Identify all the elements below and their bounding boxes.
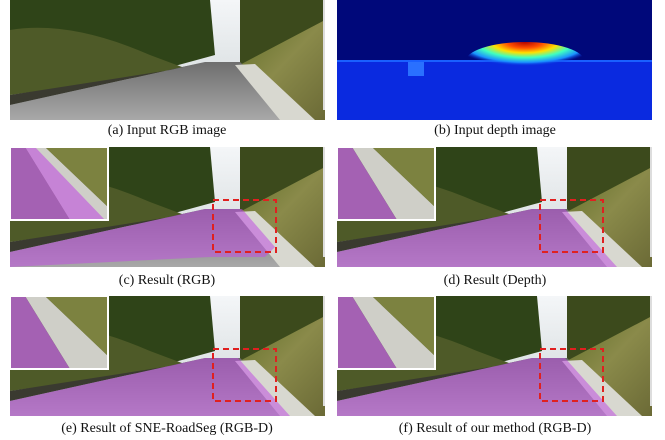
caption: (a) Input RGB image <box>108 123 227 138</box>
caption: (c) Result (RGB) <box>119 273 216 288</box>
result-rgb <box>10 147 325 267</box>
caption: (d) Result (Depth) <box>444 273 547 288</box>
rgb-image <box>10 0 325 120</box>
caption: (b) Input depth image <box>434 123 556 138</box>
result-sne <box>10 296 325 416</box>
result-ours <box>337 296 652 416</box>
caption: (e) Result of SNE-RoadSeg (RGB-D) <box>61 421 273 436</box>
result-depth <box>337 147 652 267</box>
depth-image <box>337 0 652 120</box>
figure: (a) Input RGB image (b) Input depth imag… <box>0 0 665 440</box>
caption: (f) Result of our method (RGB-D) <box>399 421 592 436</box>
